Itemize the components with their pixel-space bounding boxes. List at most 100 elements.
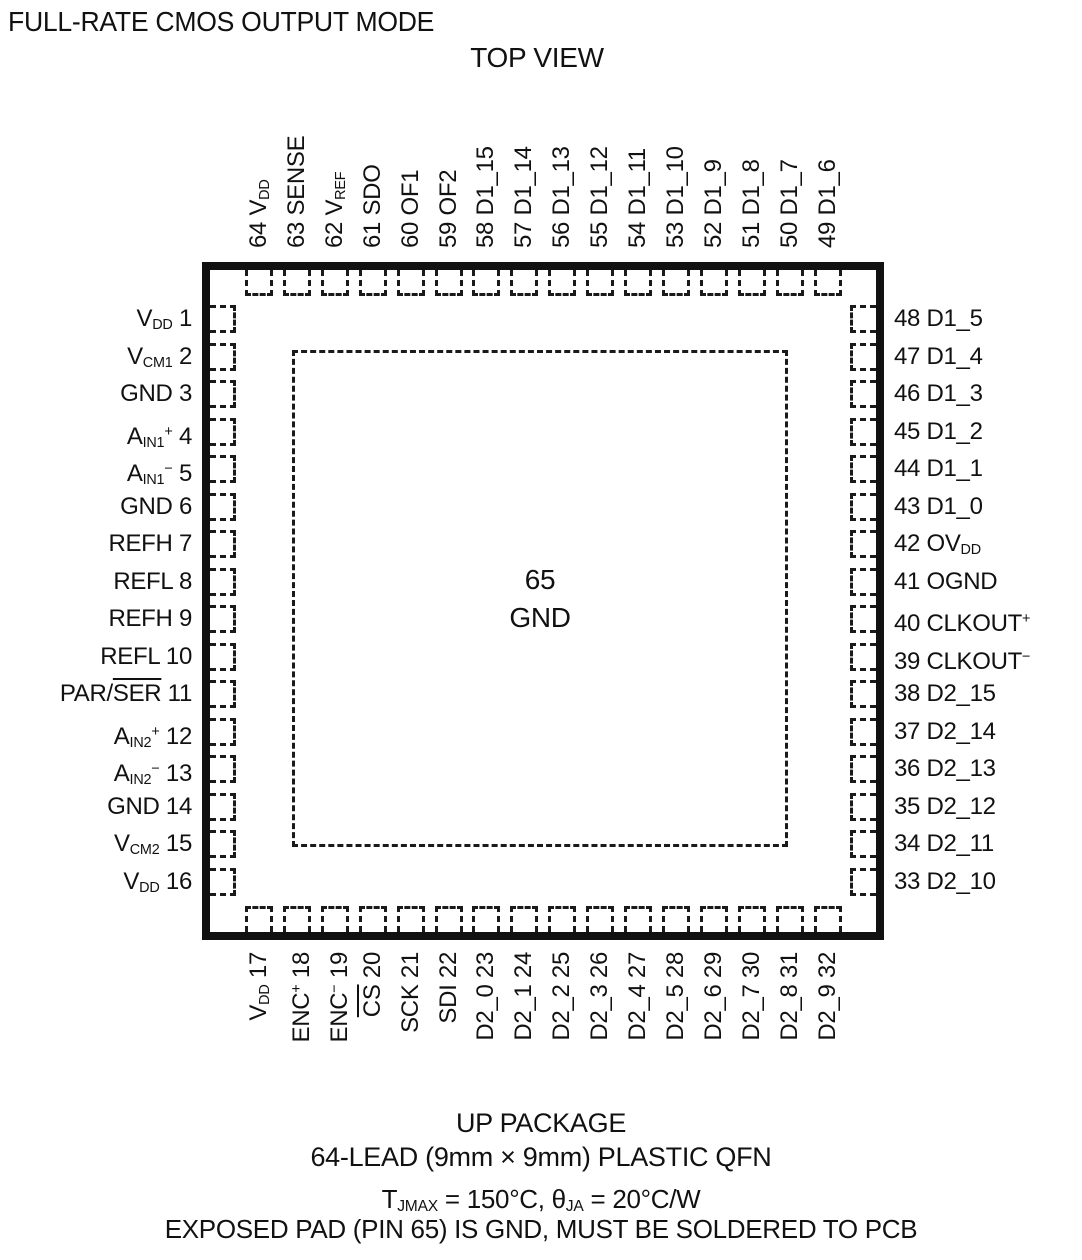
pin-label-4: AIN1+ 4	[126, 422, 192, 451]
pin-label-63: 63 SENSE	[282, 135, 310, 248]
pad-pin-18	[282, 906, 311, 932]
pad-pin-33	[850, 867, 876, 896]
pad-pin-53	[661, 270, 690, 296]
pad-pin-24	[510, 906, 539, 932]
pin-label-35: 35 D2_12	[894, 792, 996, 820]
pad-pin-21	[396, 906, 425, 932]
pad-pin-38	[850, 680, 876, 708]
pin-label-27: D2_4 27	[624, 952, 651, 1041]
pin-label-18: ENC+ 18	[287, 952, 315, 1043]
pin-label-16: VDD 16	[123, 867, 192, 896]
pad-pin-59	[434, 270, 463, 296]
pin-label-51: 51 D1_8	[737, 159, 765, 248]
pin-label-31: D2_8 31	[775, 952, 803, 1041]
pad-pin-43	[850, 492, 876, 521]
pad-pin-30	[737, 906, 766, 932]
pin-label-30: D2_7 30	[737, 952, 765, 1041]
pin-label-14: GND 14	[107, 792, 192, 820]
pad-pin-19	[320, 906, 349, 932]
pin-label-19: ENC− 19	[325, 952, 353, 1043]
pin-label-45: 45 D1_2	[894, 417, 983, 445]
pin-label-8: REFL 8	[113, 567, 192, 595]
pad-pin-5	[210, 455, 236, 483]
top-view-label: TOP VIEW	[470, 42, 604, 73]
exposed-pad-note: EXPOSED PAD (PIN 65) IS GND, MUST BE SOL…	[164, 1214, 918, 1244]
pin-label-17: VDD 17	[245, 952, 273, 1021]
thermal-spec: TJMAX = 150°C, θJA = 20°C/W	[381, 1184, 701, 1216]
pad-pin-22	[434, 906, 463, 932]
pad-pin-62	[320, 270, 349, 296]
pin-label-29: D2_6 29	[699, 952, 727, 1041]
pin-label-33: 33 D2_10	[894, 867, 996, 895]
pad-pin-37	[850, 717, 876, 746]
pad-pin-16	[210, 867, 236, 896]
pad-pin-17	[245, 906, 273, 932]
pin-label-40: 40 CLKOUT+	[894, 609, 1031, 637]
pin-label-24: D2_1 24	[510, 952, 538, 1041]
pad-pin-46	[850, 380, 876, 408]
pad-pin-48	[850, 305, 876, 333]
pad-pin-47	[850, 342, 876, 371]
pad-pin-54	[624, 270, 652, 296]
pad-pin-42	[850, 530, 876, 558]
pad-pin-49	[813, 270, 842, 296]
pad-pin-6	[210, 492, 236, 521]
pad-pin-10	[210, 642, 236, 671]
pad-pin-63	[282, 270, 311, 296]
pad-pin-31	[775, 906, 804, 932]
pin-label-12: AIN2+ 12	[113, 722, 193, 751]
pad-pin-27	[624, 906, 652, 932]
pad-pin-32	[813, 906, 842, 932]
pin-label-49: 49 D1_6	[813, 159, 841, 248]
pin-label-10: REFL 10	[100, 642, 192, 670]
pin-label-64: 64 VDD	[245, 179, 273, 248]
pin-label-46: 46 D1_3	[894, 380, 983, 407]
center-pin-name: GND	[509, 601, 571, 633]
pad-pin-60	[396, 270, 425, 296]
pin-label-3: GND 3	[120, 380, 192, 407]
pad-pin-35	[850, 792, 876, 821]
pin-label-2: VCM1 2	[127, 342, 192, 371]
pad-pin-15	[210, 830, 236, 858]
pin-label-23: D2_0 23	[472, 952, 500, 1041]
pin-label-53: 53 D1_10	[661, 146, 689, 248]
package-inner: 65 GND	[210, 270, 876, 932]
pad-pin-25	[548, 906, 577, 932]
pin-label-52: 52 D1_9	[699, 159, 727, 248]
pin-label-47: 47 D1_4	[894, 342, 983, 370]
pad-pin-41	[850, 567, 876, 596]
pad-pin-34	[850, 830, 876, 858]
pad-pin-8	[210, 567, 236, 596]
pin-label-44: 44 D1_1	[894, 455, 983, 482]
pin-label-59: 59 OF2	[434, 169, 462, 248]
pin-label-9: REFH 9	[108, 605, 192, 632]
pin-label-41: 41 OGND	[894, 567, 998, 595]
pin-label-54: 54 D1_11	[624, 148, 651, 248]
pin-label-38: 38 D2_15	[894, 680, 996, 707]
center-pin-number: 65	[524, 563, 556, 595]
pin-label-32: D2_9 32	[813, 952, 841, 1041]
pin-label-25: D2_2 25	[548, 952, 576, 1041]
pad-pin-40	[850, 605, 876, 633]
pin-label-60: 60 OF1	[396, 169, 424, 248]
pad-pin-26	[586, 906, 615, 932]
pad-pin-2	[210, 342, 236, 371]
pin-label-5: AIN1− 5	[126, 459, 192, 488]
pad-pin-55	[586, 270, 615, 296]
figure-title: FULL-RATE CMOS OUTPUT MODE	[8, 6, 435, 37]
pin-label-62: 62 VREF	[320, 171, 349, 248]
pin-label-48: 48 D1_5	[894, 305, 983, 332]
center-pin-label: 65 GND	[509, 561, 571, 637]
pin-label-26: D2_3 26	[586, 952, 614, 1041]
pad-pin-28	[661, 906, 690, 932]
pad-pin-3	[210, 380, 236, 408]
pin-label-42: 42 OVDD	[894, 530, 981, 558]
pin-label-58: 58 D1_15	[472, 146, 500, 248]
pin-label-13: AIN2− 13	[113, 759, 193, 788]
pin-label-15: VCM2 15	[114, 830, 192, 858]
pin-label-11: PAR/SER 11	[59, 680, 192, 707]
pad-pin-11	[210, 680, 236, 708]
pad-pin-64	[245, 270, 273, 296]
package-name: UP PACKAGE	[455, 1108, 627, 1138]
pad-pin-29	[699, 906, 728, 932]
